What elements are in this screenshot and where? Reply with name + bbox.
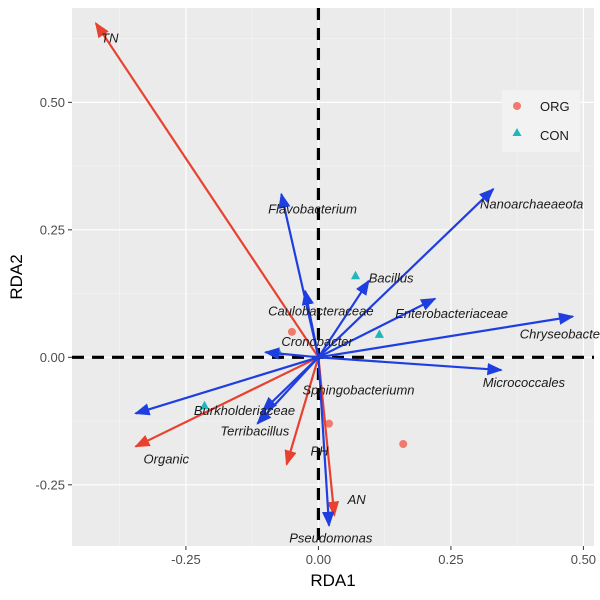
species-vector-micrococcales [318, 356, 503, 376]
species-label-cronobacter: Cronobacter [281, 334, 353, 349]
species-vector-caulobacteraceae [301, 289, 320, 358]
legend-key-org [513, 102, 521, 110]
vector-labels: TN Organic PH AN Flavobacterium Nanoarchaeaeo… [101, 31, 600, 546]
env-label-an: AN [347, 492, 367, 507]
env-label-organic: Organic [144, 451, 190, 466]
sample-points [199, 270, 408, 449]
species-label-flavobacterium: Flavobacterium [268, 201, 357, 216]
species-vector-chryseobacterium [318, 312, 575, 359]
y-tick-label: 0.25 [40, 222, 65, 237]
y-tick-label: 0.50 [40, 95, 65, 110]
point-con [374, 329, 384, 338]
species-vector-cronobacter [263, 347, 319, 360]
species-label-nanoarchaeaeota: Nanoarchaeaeota [480, 196, 583, 211]
y-axis-title: RDA2 [7, 254, 26, 299]
env-vector-ph [284, 357, 320, 466]
y-tick-label: -0.25 [35, 477, 65, 492]
point-org [399, 440, 408, 449]
legend-box [502, 90, 580, 152]
x-axis-title: RDA1 [310, 571, 355, 590]
species-label-micrococcales: Micrococcales [483, 375, 566, 390]
x-tick-label: 0.00 [306, 552, 331, 567]
env-vector-tn [94, 22, 320, 358]
species-label-sphingobacteriumn: Sphingobacteriumn [303, 382, 415, 397]
point-con [199, 400, 210, 410]
x-tick-label: -0.25 [171, 552, 201, 567]
env-label-ph: PH [310, 444, 329, 459]
species-vector-enterobacteriaceae [317, 297, 437, 359]
species-vector-pseudomonas [317, 357, 335, 528]
species-label-chryseobacterium: Chryseobacterium [520, 326, 600, 341]
env-label-tn: TN [101, 31, 119, 46]
point-con [350, 270, 361, 280]
axis-ticks: -0.25 0.00 0.25 0.50 -0.25 0.00 0.25 0.50 [35, 95, 596, 567]
species-label-burkholderiaceae: Burkholderiaceae [194, 403, 295, 418]
species-vector-terribacillus [256, 356, 320, 425]
species-label-caulobacteraceae: Caulobacteraceae [268, 303, 374, 318]
legend-key-con [512, 128, 522, 136]
point-org [325, 419, 334, 428]
point-org [287, 327, 296, 336]
legend: ORG CON [502, 90, 580, 152]
species-vectors [134, 187, 575, 528]
legend-label-org: ORG [540, 99, 570, 114]
x-tick-label: 0.25 [438, 552, 463, 567]
species-vector-bacillus [317, 279, 370, 358]
species-vector-nanoarchaeaeota [317, 187, 495, 359]
y-tick-label: 0.00 [40, 350, 65, 365]
species-label-pseudomonas: Pseudomonas [289, 530, 373, 545]
legend-label-con: CON [540, 128, 569, 143]
species-label-terribacillus: Terribacillus [220, 423, 289, 438]
environmental-vectors [94, 22, 340, 517]
watermark: 知乎 @农心生信工作室 [435, 564, 590, 582]
species-vector-burkholderiaceae [134, 356, 319, 416]
species-label-bacillus: Bacillus [369, 270, 414, 285]
species-label-enterobacteriaceae: Enterobacteriaceae [395, 306, 508, 321]
x-tick-label: 0.50 [571, 552, 596, 567]
env-vector-organic [134, 356, 319, 448]
